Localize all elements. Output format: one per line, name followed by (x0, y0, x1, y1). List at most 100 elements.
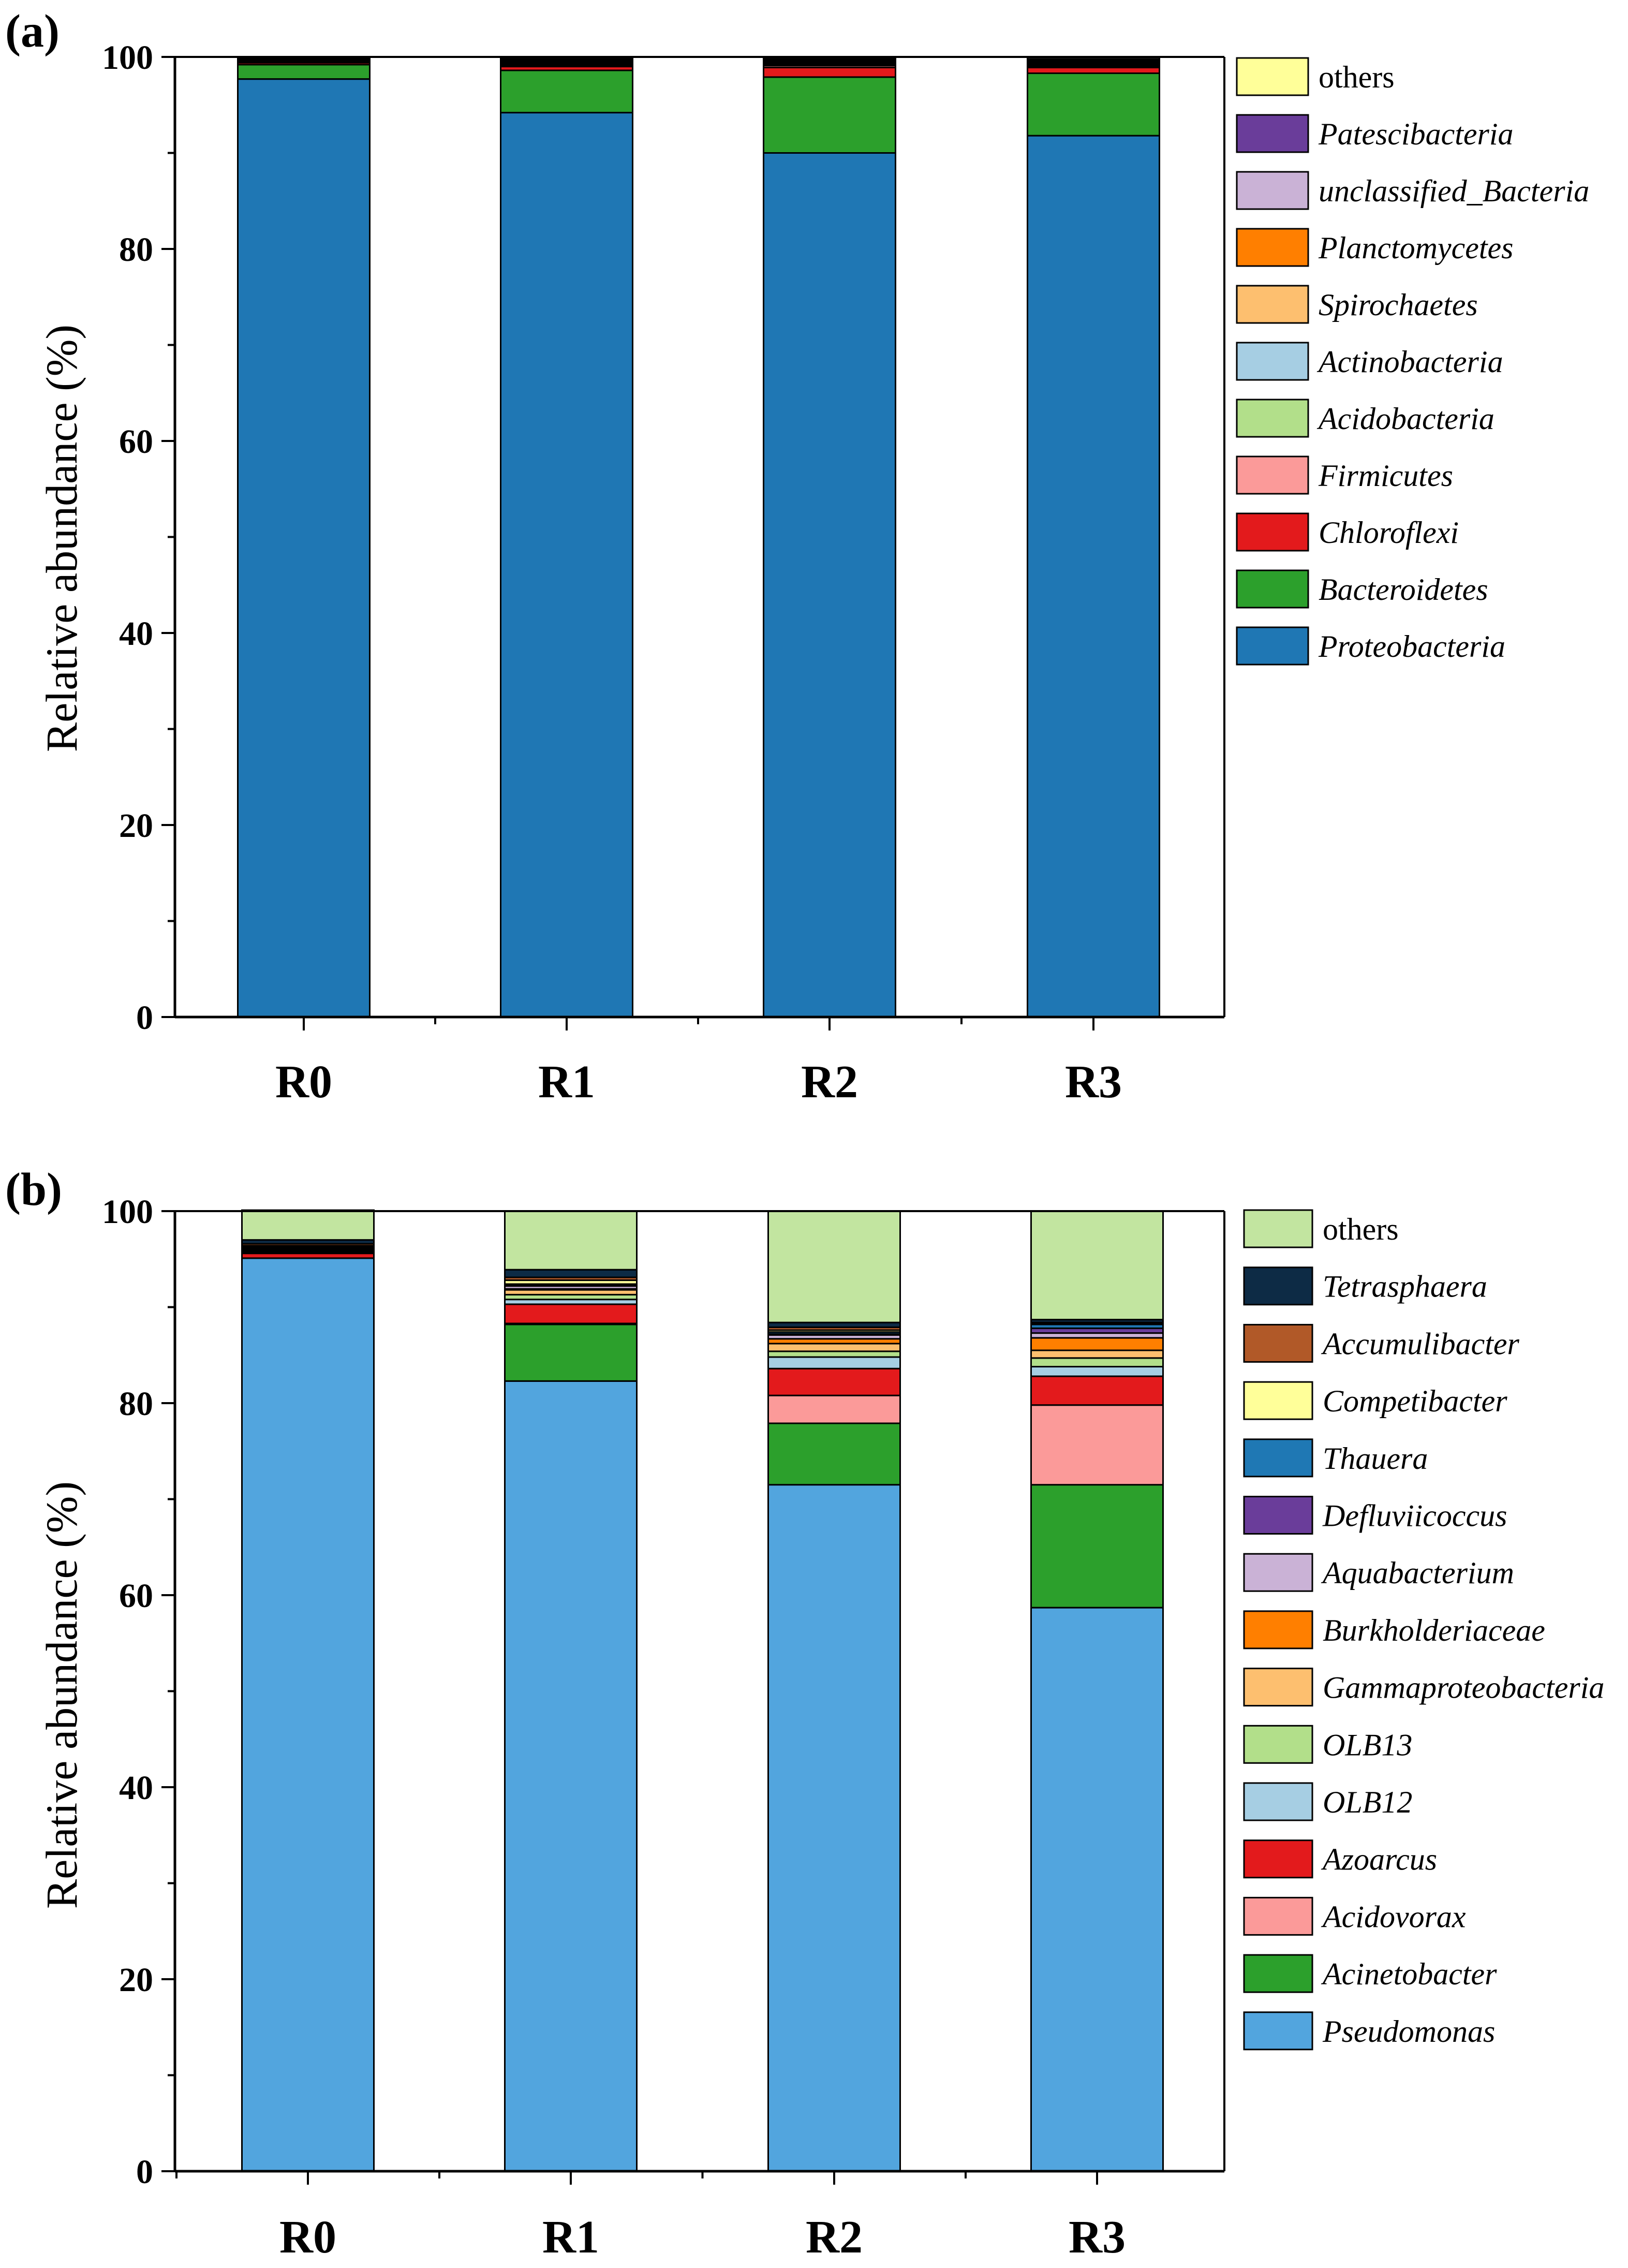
legend-label-b-gammaproteobacteria: Gammaproteobacteria (1323, 1671, 1604, 1705)
legend-b: others Tetrasphaera Accumulibacter Competib… (1243, 1209, 1604, 2051)
bar-b-r3-acidovorax (1030, 1404, 1164, 1486)
x-tick-label-b-r3: R3 (1069, 2212, 1126, 2263)
legend-label-b-others: others (1323, 1212, 1399, 1246)
legend-swatch-a-proteobacteria (1236, 626, 1309, 666)
legend-swatch-b-defluviicoccus (1243, 1496, 1313, 1535)
x-tick-label-a-r0: R0 (275, 1056, 332, 1108)
bar-a-r2-bacteroidetes (763, 76, 896, 154)
bar-b-r1-azoarcus (504, 1303, 638, 1324)
legend-swatch-a-acidobacteria (1236, 399, 1309, 438)
y-axis-title-b: Relative abundance (%) (37, 1481, 86, 1909)
legend-swatch-b-burkholderiaceae (1243, 1610, 1313, 1650)
legend-swatch-b-competibacter (1243, 1381, 1313, 1420)
legend-swatch-b-pseudomonas (1243, 2011, 1313, 2051)
y-axis-title-a: Relative abundance (%) (37, 325, 86, 752)
bar-b-r2-olb12 (767, 1356, 901, 1369)
bar-a-r3-proteobacteria (1027, 135, 1160, 1018)
panel-label-a: (a) (5, 6, 60, 57)
legend-label-b-aquabacterium: Aquabacterium (1321, 1556, 1514, 1590)
bar-b-r1-others (504, 1210, 638, 1271)
x-tick-label-b-r1: R1 (542, 2212, 599, 2263)
y-tick-label-b-60: 60 (119, 1577, 153, 1615)
legend-label-a-planctomycetes: Planctomycetes (1318, 231, 1514, 265)
y-tick-label-a-60: 60 (119, 423, 153, 461)
legend-label-b-tetrasphaera: Tetrasphaera (1323, 1270, 1487, 1304)
bar-b-r3-burkholderiaceae (1030, 1337, 1164, 1351)
bar-b-r3-gammaproteobacteria (1030, 1349, 1164, 1359)
legend-label-a-proteobacteria: Proteobacteria (1318, 629, 1505, 664)
bar-b-r0-others (241, 1209, 375, 1241)
legend-label-b-acinetobacter: Acinetobacter (1321, 1957, 1497, 1991)
y-tick-label-a-40: 40 (119, 615, 153, 653)
y-tick-label-a-80: 80 (119, 231, 153, 269)
panel-b: (b) Relative abundance (%) 0 20 40 60 80 100 R… (5, 1164, 1604, 2263)
bar-b-r2-olb13 (767, 1350, 901, 1358)
x-tick-label-a-r2: R2 (801, 1056, 858, 1108)
bar-b-r2-pseudomonas (767, 1484, 901, 2172)
axes-b: 0 20 40 60 80 100 R0 R1 R2 R3 (102, 1193, 1225, 2263)
legend-swatch-b-acidovorax (1243, 1896, 1313, 1936)
legend-label-a-spirochaetes: Spirochaetes (1319, 288, 1478, 322)
legend-swatch-a-chloroflexi (1236, 512, 1309, 552)
legend-swatch-b-thauera (1243, 1438, 1313, 1478)
y-tick-label-b-80: 80 (119, 1385, 153, 1423)
bar-b-r0-pseudomonas (241, 1257, 375, 2172)
legend-label-a-firmicutes: Firmicutes (1318, 459, 1453, 493)
y-tick-label-b-100: 100 (102, 1193, 153, 1231)
x-tick-label-b-r0: R0 (279, 2212, 336, 2263)
legend-label-b-acidovorax: Acidovorax (1321, 1899, 1466, 1934)
bars-a (237, 56, 1160, 1018)
legend-label-a-chloroflexi: Chloroflexi (1319, 516, 1459, 550)
bar-b-r3-acinetobacter (1030, 1484, 1164, 1609)
bar-a-r3-bacteroidetes (1027, 72, 1160, 137)
legend-swatch-b-azoarcus (1243, 1839, 1313, 1879)
bar-b-r3-others (1030, 1210, 1164, 1321)
y-tick-label-a-100: 100 (102, 39, 153, 77)
bar-b-r2-acinetobacter (767, 1422, 901, 1486)
legend-label-a-others: others (1319, 60, 1395, 94)
bar-b-r3-olb13 (1030, 1357, 1164, 1368)
legend-label-b-thauera: Thauera (1323, 1441, 1428, 1476)
bar-b-r2-azoarcus (767, 1367, 901, 1396)
legend-swatch-a-firmicutes (1236, 455, 1309, 495)
legend-swatch-a-others (1236, 57, 1309, 96)
bar-a-r2-chloroflexi (763, 66, 896, 78)
legend-label-a-patescibacteria: Patescibacteria (1318, 117, 1514, 151)
bar-b-r1-acinetobacter (504, 1323, 638, 1382)
bar-a-r3-chloroflexi (1027, 66, 1160, 75)
legend-swatch-a-spirochaetes (1236, 285, 1309, 324)
bar-a-r2-proteobacteria (763, 152, 896, 1018)
legend-swatch-a-planctomycetes (1236, 228, 1309, 267)
legend-swatch-a-patescibacteria (1236, 114, 1309, 153)
x-tick-label-b-r2: R2 (806, 2212, 863, 2263)
legend-swatch-b-olb12 (1243, 1782, 1313, 1821)
bar-b-r3-azoarcus (1030, 1375, 1164, 1406)
legend-a: others Patescibacteria unclassified_Bacter… (1236, 57, 1589, 666)
legend-swatch-b-acinetobacter (1243, 1954, 1313, 1993)
x-tick-label-a-r3: R3 (1065, 1056, 1122, 1108)
legend-swatch-b-aquabacterium (1243, 1553, 1313, 1592)
y-tick-label-b-20: 20 (119, 1961, 153, 1999)
bar-b-r1-pseudomonas (504, 1380, 638, 2172)
legend-label-b-pseudomonas: Pseudomonas (1322, 2014, 1495, 2049)
bar-b-r2-acidovorax (767, 1394, 901, 1424)
bar-a-r0-proteobacteria (237, 78, 371, 1018)
bar-a-r0-bacteroidetes (237, 64, 371, 80)
legend-label-a-actinobacteria: Actinobacteria (1316, 345, 1503, 379)
bar-b-r3-pseudomonas (1030, 1607, 1164, 2172)
bar-b-r3-olb12 (1030, 1366, 1164, 1377)
legend-label-b-azoarcus: Azoarcus (1321, 1843, 1437, 1877)
panel-label-b: (b) (5, 1164, 62, 1215)
legend-swatch-a-bacteroidetes (1236, 569, 1309, 609)
y-tick-label-b-0: 0 (136, 2153, 153, 2191)
legend-label-b-olb13: OLB13 (1323, 1728, 1412, 1762)
legend-swatch-a-actinobacteria (1236, 342, 1309, 381)
legend-label-a-bacteroidetes: Bacteroidetes (1319, 572, 1488, 607)
bar-b-r1-tetrasphaera (504, 1269, 638, 1278)
legend-swatch-b-gammaproteobacteria (1243, 1668, 1313, 1707)
legend-label-b-accumulibacter: Accumulibacter (1321, 1327, 1520, 1361)
bar-b-r2-others (767, 1210, 901, 1323)
bar-a-r1-proteobacteria (500, 112, 633, 1018)
y-tick-label-a-0: 0 (136, 999, 153, 1037)
